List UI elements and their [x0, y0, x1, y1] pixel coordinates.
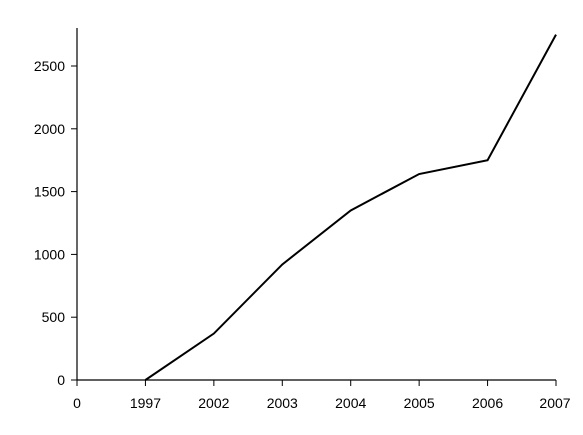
x-tick-label: 2006: [472, 395, 503, 411]
series-group: [144, 34, 557, 381]
x-tick-label: 2002: [198, 395, 229, 411]
y-tick-label: 0: [57, 372, 65, 388]
x-tick-label: 1997: [130, 395, 161, 411]
x-tick-label: 2007: [539, 395, 570, 411]
y-tick-label: 2000: [34, 121, 65, 137]
x-tick-label: 2003: [267, 395, 298, 411]
y-tick-label: 1000: [34, 246, 65, 262]
x-axis-ticks: 0 1997 2002 2003 2004 2005 2006 2007: [73, 380, 571, 411]
y-tick-label: 500: [42, 309, 66, 325]
axes: [76, 28, 556, 381]
x-tick-label: 2004: [335, 395, 366, 411]
x-tick-label: 2005: [404, 395, 435, 411]
x-tick-label: 0: [73, 395, 81, 411]
y-tick-label: 2500: [34, 58, 65, 74]
y-tick-label: 1500: [34, 184, 65, 200]
series-line: [144, 34, 557, 381]
y-axis-ticks: 0 500 1000 1500 2000 2500: [34, 58, 77, 388]
